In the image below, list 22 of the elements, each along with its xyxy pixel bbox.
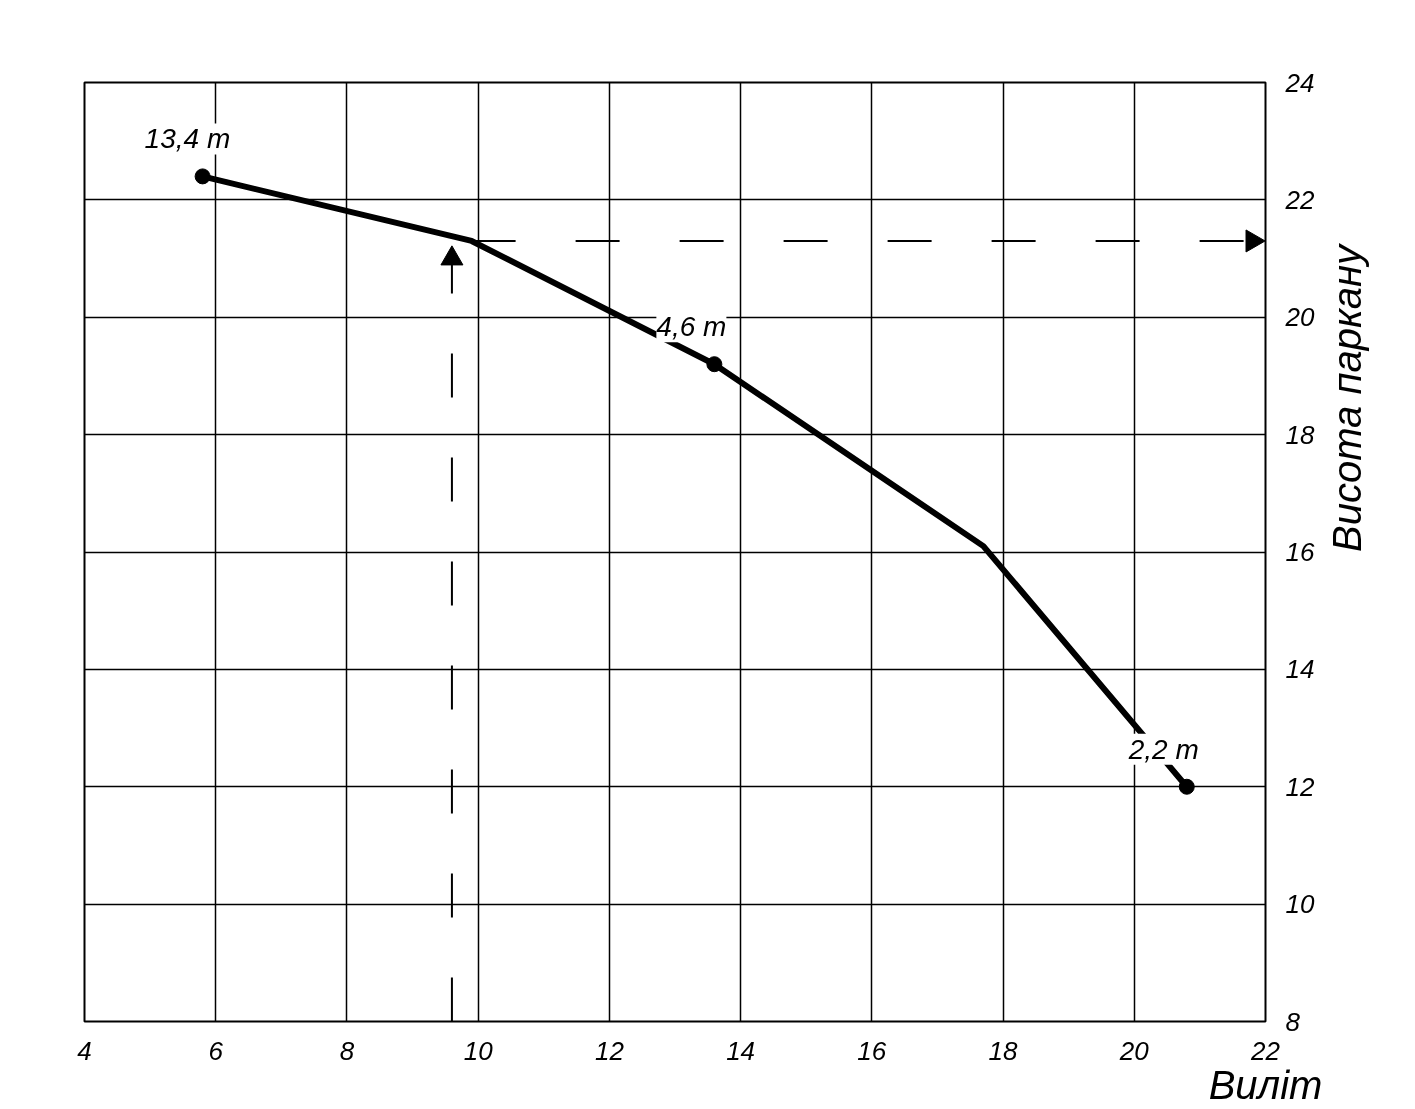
y-axis-title: Висота паркану (1325, 241, 1370, 552)
y-tick-label: 22 (1284, 184, 1315, 215)
x-tick-label: 8 (339, 1035, 355, 1066)
x-tick-label: 6 (208, 1035, 224, 1066)
y-tick-label: 10 (1285, 889, 1315, 920)
y-tick-label: 18 (1285, 419, 1315, 450)
x-tick-label: 4 (77, 1035, 92, 1066)
y-tick-label: 8 (1285, 1006, 1301, 1037)
x-tick-label: 12 (594, 1035, 625, 1066)
y-tick-label: 14 (1285, 654, 1315, 685)
x-tick-label: 10 (463, 1035, 494, 1066)
annotation: 4,6 т (656, 311, 727, 343)
y-tick-label: 20 (1284, 302, 1315, 333)
y-tick-label: 12 (1285, 771, 1315, 802)
y-tick-label: 16 (1285, 537, 1315, 567)
x-tick-label: 18 (988, 1035, 1019, 1066)
annotation: 2,2 т (1127, 733, 1199, 765)
x-tick-label: 14 (726, 1035, 756, 1066)
x-tick-label: 20 (1118, 1035, 1150, 1066)
annotation: 13,4 т (144, 123, 231, 155)
y-tick-label: 24 (1284, 67, 1315, 98)
x-tick-label: 16 (857, 1035, 887, 1066)
